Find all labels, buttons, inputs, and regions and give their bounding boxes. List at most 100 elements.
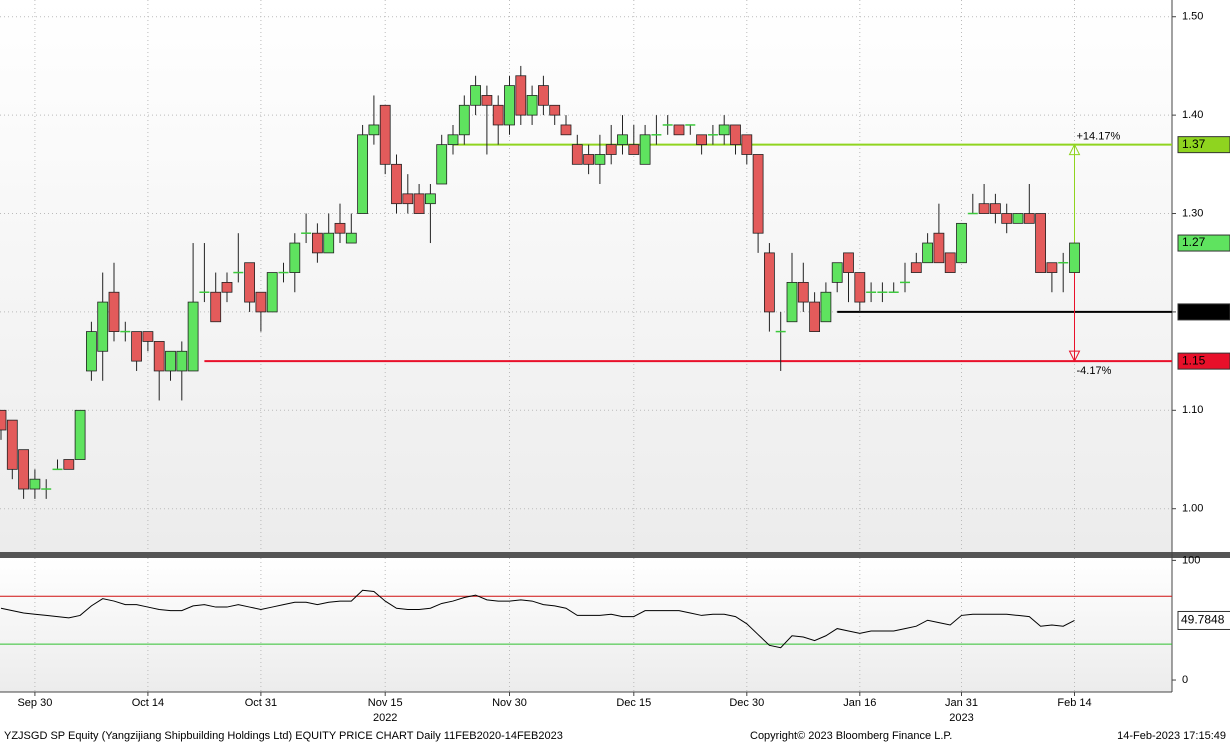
rsi-last-label: 49.7848: [1181, 613, 1225, 627]
candle-body: [549, 104, 561, 116]
y-tick-label: 1.10: [1182, 404, 1203, 416]
candle-body: [1001, 213, 1013, 224]
x-tick-label: Jan 31: [945, 697, 978, 709]
candle-body: [345, 232, 357, 244]
candle-body: [379, 104, 391, 165]
candle-body: [255, 291, 267, 313]
candle-body: [956, 222, 967, 264]
candle-body: [131, 331, 143, 362]
rsi-line: [0, 589, 1075, 649]
x-tick-label: Dec 30: [729, 697, 764, 709]
level-label: 1.37: [1182, 137, 1206, 151]
candle-body: [492, 104, 504, 126]
candle-body: [831, 262, 843, 283]
candle-body: [910, 262, 922, 273]
candle-body: [481, 95, 493, 106]
candle-body: [741, 134, 753, 155]
candle-body: [424, 193, 436, 205]
candle-body: [6, 419, 18, 470]
candle-body: [526, 95, 538, 116]
separator: [0, 552, 1230, 558]
last-price-label: 1.27: [1182, 235, 1206, 249]
candle-body: [391, 163, 402, 205]
candle-body: [854, 272, 866, 303]
candle-body: [221, 281, 233, 293]
candle-body: [1023, 213, 1035, 224]
candle-body: [289, 242, 301, 273]
candle-body: [571, 144, 583, 165]
arrow-head: [1068, 350, 1081, 363]
x-tick-label: Sep 30: [17, 697, 52, 709]
rsi-last-box: [1177, 610, 1230, 630]
candle-body: [357, 134, 369, 214]
candle-body: [933, 232, 945, 264]
candle-body: [108, 291, 120, 332]
candle-body: [187, 301, 199, 372]
candle-body: [368, 124, 380, 136]
candle-body: [63, 459, 75, 470]
footer-right: 14-Feb-2023 17:15:49: [1117, 730, 1226, 742]
candle-body: [843, 252, 854, 273]
candle-body: [153, 341, 165, 372]
rsi-tick-label: 100: [1182, 554, 1200, 566]
y-tick-label: 1.00: [1182, 503, 1203, 515]
candle-body: [74, 409, 86, 460]
year-label: 2022: [373, 712, 397, 724]
candle-body: [583, 154, 594, 165]
candle-body: [142, 331, 154, 342]
candle-body: [560, 124, 572, 136]
candle-body: [786, 281, 798, 323]
rsi-tick-label: 0: [1182, 674, 1188, 686]
candle-body: [922, 242, 933, 264]
candle-body: [628, 144, 640, 155]
x-tick-label: Oct 31: [245, 697, 277, 709]
candle-body: [673, 124, 685, 136]
x-tick-label: Dec 15: [616, 697, 651, 709]
candle-body: [29, 478, 41, 490]
candle-body: [718, 124, 730, 136]
candle-body: [470, 85, 482, 106]
candle-body: [97, 301, 109, 352]
candle-body: [266, 272, 278, 313]
x-tick-label: Feb 14: [1057, 697, 1091, 709]
candle-body: [0, 409, 7, 431]
candle-body: [594, 154, 606, 165]
candle-body: [752, 154, 764, 234]
candle-body: [764, 252, 775, 313]
candle-body: [447, 134, 459, 146]
candle-body: [809, 301, 820, 332]
candle-body: [176, 350, 188, 372]
candle-body: [605, 144, 617, 155]
last-price-label-box: [1177, 234, 1230, 252]
candle-body: [334, 222, 346, 234]
candle-body: [990, 203, 1001, 214]
candle-body: [311, 232, 323, 254]
candle-body: [165, 350, 176, 372]
candle-body: [538, 85, 549, 106]
y-tick-label: 1.30: [1182, 207, 1203, 219]
level-label-box: [1177, 352, 1230, 370]
candle-body: [696, 134, 707, 146]
level-label: 1.15: [1182, 353, 1206, 367]
candle-body: [458, 104, 470, 136]
candle-body: [1012, 213, 1024, 224]
candle-body: [436, 144, 448, 185]
x-tick-label: Oct 14: [132, 697, 164, 709]
level-label: 1.20: [1182, 304, 1206, 318]
candle-body: [413, 193, 425, 214]
candle-body: [1069, 242, 1080, 273]
x-tick-label: Nov 30: [492, 697, 527, 709]
y-tick-label: 1.50: [1182, 11, 1203, 23]
arrow-head: [1068, 143, 1081, 156]
candle-body: [86, 331, 97, 372]
x-tick-label: Jan 16: [843, 697, 876, 709]
year-label: 2023: [949, 712, 973, 724]
x-tick-label: Nov 15: [368, 697, 403, 709]
candle-body: [797, 281, 809, 303]
candle-body: [820, 291, 832, 323]
candle-body: [18, 449, 30, 490]
candle-body: [730, 124, 741, 146]
candle-body: [617, 134, 628, 146]
candle-body: [504, 85, 515, 126]
